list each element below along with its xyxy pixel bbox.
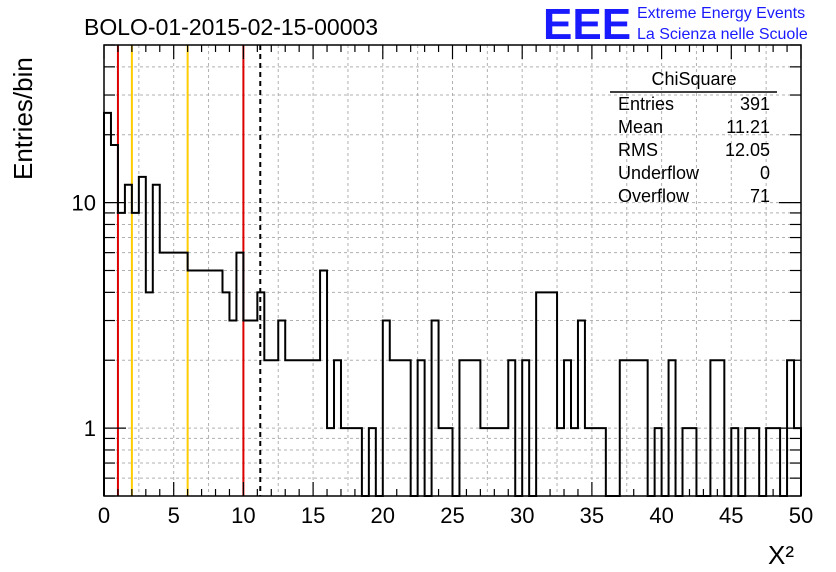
x-tick-label: 15 [301, 503, 325, 528]
logo-text: EEE [543, 0, 631, 49]
stats-label: Entries [618, 94, 674, 114]
x-tick-label: 50 [789, 503, 813, 528]
stats-label: Mean [618, 117, 663, 137]
x-tick-label: 20 [371, 503, 395, 528]
stats-value: 12.05 [725, 140, 770, 160]
y-axis-label: Entries/bin [8, 57, 38, 180]
stats-box: ChiSquare Entries 391 Mean 11.21 RMS 12.05 Und… [610, 69, 777, 206]
x-tick-label: 0 [98, 503, 110, 528]
x-axis-label: X² [768, 540, 794, 570]
stats-value: 71 [750, 186, 770, 206]
x-tick-label: 30 [510, 503, 534, 528]
chart-title: BOLO-01-2015-02-15-00003 [84, 14, 378, 40]
x-tick-label: 10 [231, 503, 255, 528]
y-tick-labels: 1 10 [72, 191, 96, 442]
y-tick-label: 10 [72, 191, 96, 216]
histogram-line [103, 111, 802, 497]
logo-line1: Extreme Energy Events [637, 5, 805, 22]
x-tick-labels: 0 5 10 15 20 25 30 35 40 45 50 [98, 503, 813, 528]
x-tick-label: 35 [580, 503, 604, 528]
stats-title: ChiSquare [651, 69, 736, 89]
stats-label: Underflow [618, 163, 700, 183]
stats-label: Overflow [618, 186, 690, 206]
eee-logo: EEE Extreme Energy Events La Scienza nel… [543, 0, 808, 49]
x-tick-label: 25 [440, 503, 464, 528]
y-tick-label: 1 [84, 416, 96, 441]
x-tick-label: 45 [719, 503, 743, 528]
axis-ticks [103, 44, 802, 497]
x-tick-label: 5 [168, 503, 180, 528]
logo-line2: La Scienza nelle Scuole [637, 26, 808, 43]
stats-value: 391 [740, 94, 770, 114]
stats-value: 0 [760, 163, 770, 183]
stats-label: RMS [618, 140, 658, 160]
x-tick-label: 40 [649, 503, 673, 528]
stats-value: 11.21 [726, 117, 770, 137]
